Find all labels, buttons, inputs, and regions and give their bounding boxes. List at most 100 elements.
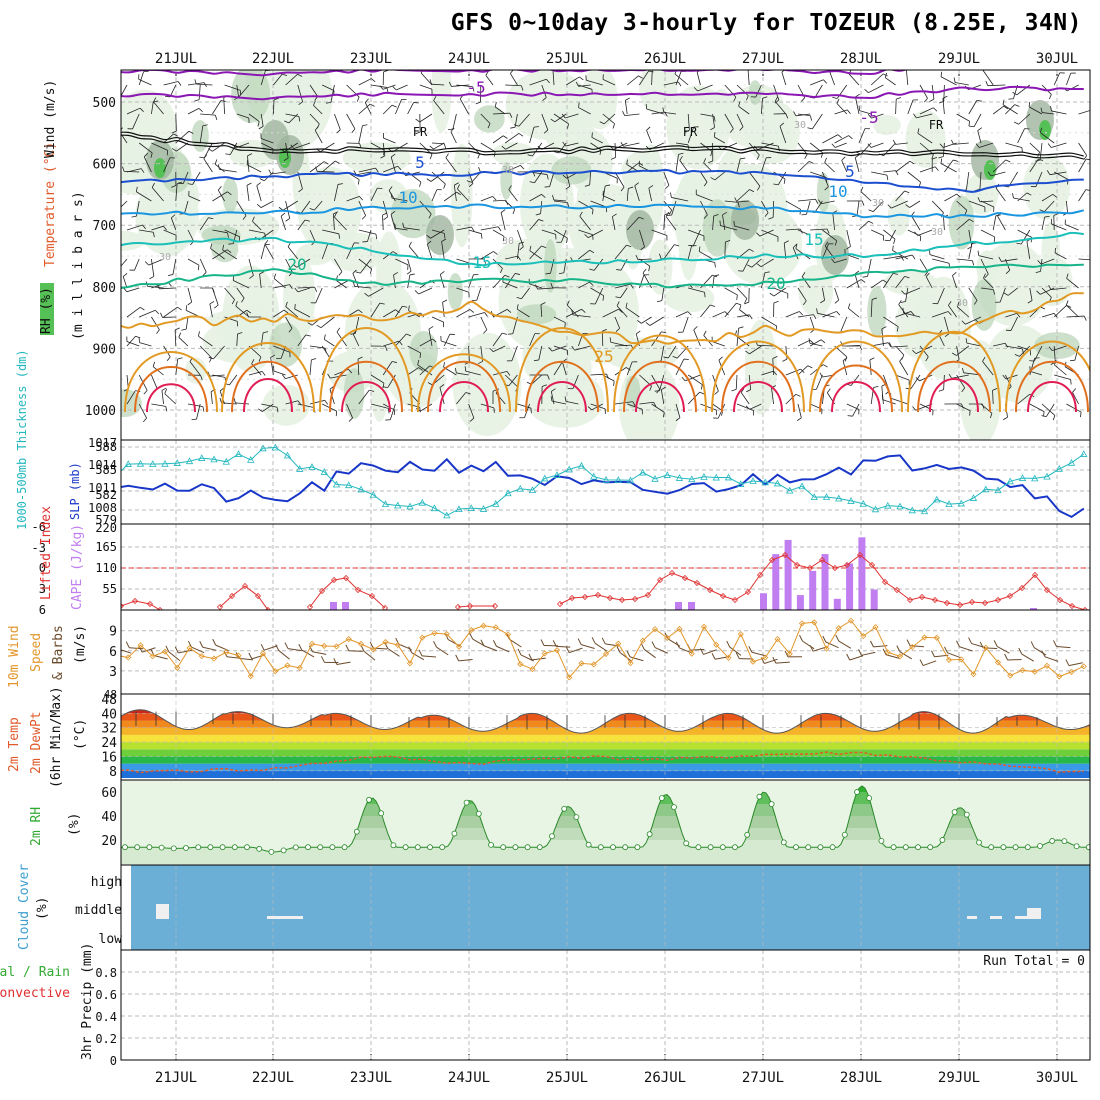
contour-label: -5 [859, 108, 878, 127]
wind-barb [663, 244, 675, 260]
wind-barb [248, 229, 265, 234]
wind-barb-flag [316, 324, 322, 329]
wind-barb [209, 374, 225, 377]
warm-dome [134, 366, 208, 413]
wind-barb [856, 200, 860, 216]
wind-barb-flag [369, 389, 375, 392]
thickness-marker [479, 505, 488, 512]
cape-bar [330, 602, 337, 610]
wind-barb [965, 316, 982, 325]
wind-barb [1019, 345, 1031, 357]
wind-barb [441, 241, 445, 260]
wind-barb-flag [860, 279, 866, 283]
wind-barb-flag [362, 124, 368, 126]
rh-shade [639, 70, 678, 115]
temp-band [121, 756, 1090, 764]
wind-barb [602, 195, 616, 202]
wind-barb [505, 255, 518, 260]
wind-barb [1030, 370, 1043, 376]
wind-barb-flag [687, 311, 692, 316]
wind-barb [395, 258, 409, 266]
temp-band [121, 749, 1090, 757]
wind-barb [273, 284, 290, 289]
wind-barb-flag [836, 98, 840, 104]
rh2m-marker [610, 844, 616, 851]
wind-barb [121, 200, 128, 208]
wind-barb-flag [144, 261, 149, 266]
rh-shade [452, 332, 522, 437]
wind-barb [285, 374, 298, 380]
wind-barb [578, 200, 594, 210]
wind-barb-flag [649, 385, 652, 391]
wind-barb-flag [807, 365, 813, 369]
wind-barb-flag [731, 389, 737, 392]
wind-barb-flag [197, 331, 200, 337]
wind-barb [612, 216, 616, 231]
wind-barb [671, 200, 677, 216]
temp-tick: 32 [101, 722, 117, 737]
wind-barb-flag [645, 322, 651, 326]
wind-barb [940, 76, 957, 86]
wind-barb-flag [744, 298, 748, 304]
wind-barb [356, 171, 372, 176]
cape-bar [688, 602, 695, 610]
wind-barb [810, 79, 824, 86]
wind-barb-flag [478, 166, 481, 172]
wind-barb [566, 308, 582, 318]
wind10m-barb-flag [418, 649, 423, 657]
wind-barb-flag [749, 248, 754, 252]
thickness-marker [136, 459, 145, 467]
wind-barb-flag [261, 371, 266, 376]
wind-barb [858, 128, 866, 144]
thickness-marker [896, 502, 904, 510]
wind-barb [565, 76, 580, 86]
precip-tick: 0.6 [95, 988, 117, 1002]
wind-barb [132, 113, 140, 130]
wind-barb [334, 216, 347, 231]
wind-barb [480, 142, 496, 153]
wind-barb-flag [1002, 99, 1005, 105]
wind-barb-flag [334, 160, 340, 164]
wind-barb [273, 370, 286, 376]
wind-barb [273, 345, 291, 353]
wind-barb-flag [187, 183, 193, 185]
wind-barb-flag [648, 266, 651, 272]
precip-frame [120, 949, 1091, 1061]
temp-band [121, 727, 1090, 735]
wind-barb [872, 200, 884, 212]
wind-barb [759, 229, 774, 237]
wind-barb-flag [443, 233, 446, 239]
wind10m-barb-flag [726, 640, 731, 648]
wind-barb-flag [397, 165, 402, 171]
rh-shade [883, 270, 938, 296]
wind-barb-flag [307, 322, 313, 326]
wind-barb [163, 81, 179, 86]
wind-barb [714, 136, 725, 144]
wind-barb [720, 225, 738, 231]
contour-label: FR [929, 118, 944, 132]
rh2m-marker [622, 844, 629, 851]
wind-barb-flag [976, 99, 982, 102]
wind-barb [814, 200, 823, 213]
wind-barb-flag [285, 218, 290, 222]
wind-barb [738, 106, 750, 115]
wind-barb [480, 195, 493, 202]
wind-barb [712, 341, 725, 347]
lifted-index-marker [656, 576, 664, 584]
wind-barb [500, 212, 506, 231]
wind-barb [586, 79, 603, 86]
wind-barb [883, 273, 894, 289]
rh2m-marker [158, 844, 165, 851]
wind-barb [687, 113, 690, 131]
wind-barb-flag [150, 152, 153, 158]
wind-speed-marker [137, 642, 144, 649]
wind-barb [480, 251, 494, 260]
wind-barb [824, 162, 835, 173]
wind-barb [445, 157, 457, 173]
wind-barb [296, 258, 311, 268]
wind-barb [382, 309, 396, 318]
wind-barb-flag [456, 191, 462, 196]
thickness-marker [957, 499, 965, 507]
wind-barb [761, 200, 769, 213]
rh2m-marker [793, 844, 799, 851]
